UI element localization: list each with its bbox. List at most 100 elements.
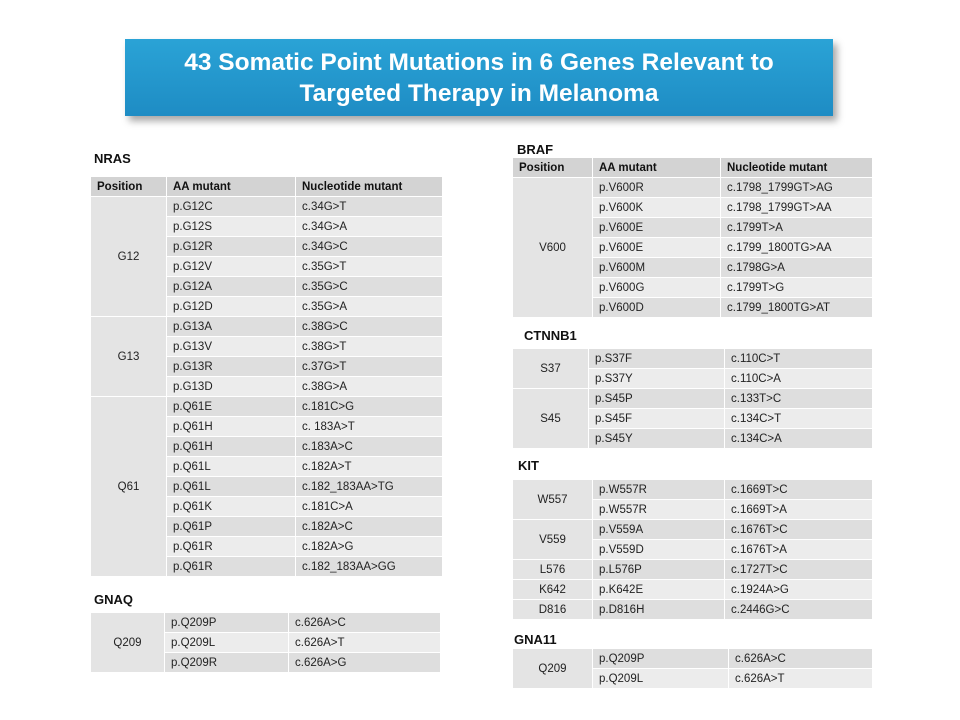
nucleotide-mutant-cell: c.110C>T (724, 348, 873, 369)
nucleotide-mutant-header: Nucleotide mutant (720, 157, 873, 178)
aa-mutant-cell: p.G13R (166, 356, 296, 377)
nucleotide-mutant-cell: c.1799T>G (720, 277, 873, 298)
nucleotide-mutant-cell: c.35G>A (295, 296, 443, 317)
table-row: G13 p.G13A c.38G>C (90, 316, 443, 397)
nucleotide-mutant-cell: c.1669T>A (724, 499, 873, 520)
table-row: p.G12V c.35G>T (91, 256, 443, 277)
aa-mutant-cell: p.S45F (588, 408, 725, 429)
aa-mutant-cell: p.G12D (166, 296, 296, 317)
nucleotide-mutant-cell: c.34G>T (295, 196, 443, 217)
table-row: K642 p.K642E c.1924A>G (512, 579, 873, 600)
table-row: p.G13R c.37G>T (91, 356, 443, 377)
table-row: p.Q61H c. 183A>T (91, 416, 443, 437)
nucleotide-mutant-cell: c.1669T>C (724, 479, 873, 500)
table-row: p.V600M c.1798G>A (513, 257, 873, 278)
aa-mutant-cell: p.S37F (588, 348, 725, 369)
table-row: p.V600K c.1798_1799GT>AA (513, 197, 873, 218)
gnaq-table: Q209 p.Q209P c.626A>C p.Q209L c.626A>T p.Q209… (90, 612, 441, 673)
aa-mutant-cell: p.D816H (592, 599, 725, 620)
table-row: Q61 p.Q61E c.181C>G (90, 396, 443, 577)
table-row: W557 p.W557R c.1669T>C (512, 479, 873, 520)
nucleotide-mutant-cell: c.626A>T (728, 668, 873, 689)
aa-mutant-cell: p.V600M (592, 257, 721, 278)
nucleotide-mutant-cell: c.182_183AA>GG (295, 556, 443, 577)
nucleotide-mutant-cell: c.182A>G (295, 536, 443, 557)
table-row: p.Q61K c.181C>A (91, 496, 443, 517)
position-cell: V600 (512, 177, 593, 318)
aa-mutant-cell: p.Q61H (166, 416, 296, 437)
nucleotide-mutant-cell: c.626A>T (288, 632, 441, 653)
aa-mutant-cell: p.G12R (166, 236, 296, 257)
aa-mutant-cell: p.W557R (592, 499, 725, 520)
gna11-table: Q209 p.Q209P c.626A>C p.Q209L c.626A>T (512, 648, 873, 689)
aa-mutant-cell: p.G13A (166, 316, 296, 337)
slide-title-line-2: Targeted Therapy in Melanoma (299, 79, 659, 107)
nucleotide-mutant-cell: c.35G>C (295, 276, 443, 297)
nucleotide-mutant-cell: c.626A>G (288, 652, 441, 673)
aa-mutant-cell: p.K642E (592, 579, 725, 600)
aa-mutant-cell: p.Q209P (164, 612, 289, 633)
nucleotide-mutant-cell: c.133T>C (724, 388, 873, 409)
position-cell: G13 (90, 316, 167, 397)
nucleotide-mutant-cell: c.626A>C (288, 612, 441, 633)
aa-mutant-cell: p.G12S (166, 216, 296, 237)
aa-mutant-cell: p.Q61R (166, 556, 296, 577)
aa-mutant-cell: p.V600D (592, 297, 721, 318)
table-row: D816 p.D816H c.2446G>C (512, 599, 873, 620)
table-row: V600 p.V600R c.1798_1799GT>AG (512, 177, 873, 318)
nucleotide-mutant-cell: c.181C>G (295, 396, 443, 417)
aa-mutant-cell: p.G12V (166, 256, 296, 277)
aa-mutant-cell: p.G13V (166, 336, 296, 357)
table-row: p.S37Y c.110C>A (513, 368, 873, 389)
table-row: p.V559D c.1676T>A (513, 539, 873, 560)
aa-mutant-header: AA mutant (592, 157, 721, 178)
nucleotide-mutant-cell: c.2446G>C (724, 599, 873, 620)
table-row: p.G12R c.34G>C (91, 236, 443, 257)
aa-mutant-cell: p.V600E (592, 237, 721, 258)
nucleotide-mutant-cell: c.34G>A (295, 216, 443, 237)
slide-title-line-1: 43 Somatic Point Mutations in 6 Genes Re… (184, 48, 774, 76)
aa-mutant-cell: p.V600E (592, 217, 721, 238)
nucleotide-mutant-cell: c.38G>C (295, 316, 443, 337)
table-row: p.Q209L c.626A>T (513, 668, 873, 689)
nucleotide-mutant-cell: c.183A>C (295, 436, 443, 457)
gnaq-label: GNAQ (94, 592, 133, 607)
aa-mutant-cell: p.G12A (166, 276, 296, 297)
position-cell: Q209 (512, 648, 593, 689)
table-row: V559 p.V559A c.1676T>C (512, 519, 873, 560)
nras-label: NRAS (94, 151, 131, 166)
gna11-label: GNA11 (514, 632, 557, 647)
position-cell: V559 (512, 519, 593, 560)
nucleotide-mutant-cell: c.1799T>A (720, 217, 873, 238)
nucleotide-mutant-cell: c.182A>T (295, 456, 443, 477)
table-row: S45 p.S45P c.133T>C (512, 388, 873, 449)
nucleotide-mutant-cell: c.181C>A (295, 496, 443, 517)
table-row: p.Q61R c.182_183AA>GG (91, 556, 443, 577)
nucleotide-mutant-cell: c.110C>A (724, 368, 873, 389)
aa-mutant-cell: p.W557R (592, 479, 725, 500)
nucleotide-mutant-cell: c.1798_1799GT>AA (720, 197, 873, 218)
position-cell: W557 (512, 479, 593, 520)
table-row: p.Q61P c.182A>C (91, 516, 443, 537)
aa-mutant-cell: p.Q61E (166, 396, 296, 417)
table-row: S37 p.S37F c.110C>T (512, 348, 873, 389)
table-row: L576 p.L576P c.1727T>C (512, 559, 873, 580)
nucleotide-mutant-cell: c.1727T>C (724, 559, 873, 580)
aa-mutant-cell: p.L576P (592, 559, 725, 580)
aa-mutant-cell: p.Q61K (166, 496, 296, 517)
aa-mutant-cell: p.V600G (592, 277, 721, 298)
position-cell: Q209 (90, 612, 165, 673)
aa-mutant-cell: p.V600K (592, 197, 721, 218)
aa-mutant-cell: p.Q61L (166, 456, 296, 477)
nucleotide-mutant-cell: c.38G>A (295, 376, 443, 397)
aa-mutant-cell: p.V559A (592, 519, 725, 540)
ctnnb1-label: CTNNB1 (524, 328, 577, 343)
nucleotide-mutant-cell: c.134C>A (724, 428, 873, 449)
aa-mutant-cell: p.Q209P (592, 648, 729, 669)
kit-label: KIT (518, 458, 539, 473)
position-cell: S45 (512, 388, 589, 449)
slide-title: 43 Somatic Point Mutations in 6 Genes Re… (125, 39, 833, 116)
nucleotide-mutant-cell: c.1676T>A (724, 539, 873, 560)
position-cell: D816 (512, 599, 593, 620)
aa-mutant-cell: p.S37Y (588, 368, 725, 389)
